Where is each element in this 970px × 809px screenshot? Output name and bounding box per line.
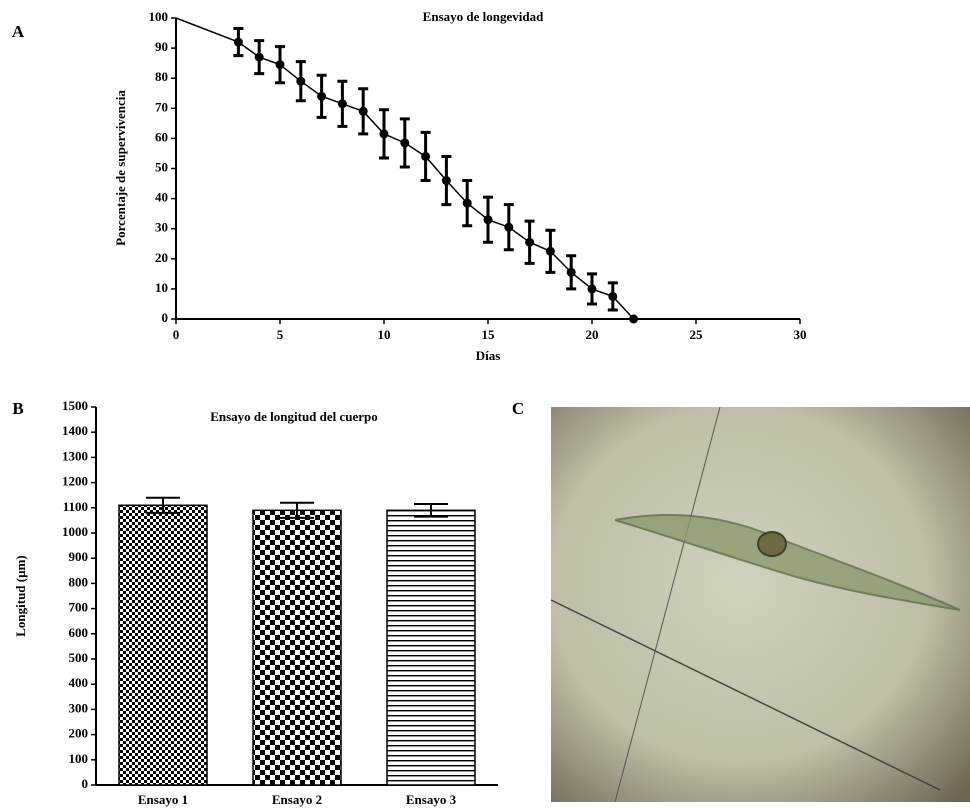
- y-tick-label: 300: [69, 700, 89, 715]
- y-tick-label: 600: [69, 625, 89, 640]
- y-tick-label: 90: [155, 39, 168, 54]
- y-tick-label: 80: [155, 69, 168, 84]
- y-tick-label: 700: [69, 600, 89, 615]
- data-point: [483, 215, 493, 225]
- y-tick-label: 200: [69, 726, 89, 741]
- data-point: [587, 284, 597, 294]
- x-tick-label: 15: [482, 327, 496, 342]
- data-point: [358, 106, 368, 116]
- chart-title: Ensayo de longevidad: [423, 9, 544, 24]
- y-tick-label: 50: [155, 159, 168, 174]
- y-tick-label: 1000: [62, 524, 88, 539]
- x-tick-label: Ensayo 2: [272, 792, 322, 807]
- data-point: [337, 99, 347, 109]
- data-point: [421, 151, 431, 161]
- y-tick-label: 1300: [62, 448, 88, 463]
- chart-title: Ensayo de longitud del cuerpo: [210, 409, 378, 424]
- y-tick-label: 10: [155, 280, 168, 295]
- y-tick-label: 800: [69, 574, 89, 589]
- panel-label: C: [512, 399, 524, 418]
- error-bar: [414, 503, 448, 518]
- x-tick-label: 0: [173, 327, 180, 342]
- y-tick-label: 100: [69, 751, 89, 766]
- y-tick-label: 900: [69, 549, 89, 564]
- bar: [252, 509, 342, 786]
- y-tick-label: 70: [155, 99, 168, 114]
- panel-label: A: [12, 22, 25, 41]
- bar: [386, 509, 476, 786]
- x-axis-label: Días: [476, 348, 501, 363]
- y-tick-label: 0: [162, 310, 169, 325]
- micrograph: [550, 406, 970, 803]
- x-tick-label: 20: [586, 327, 599, 342]
- data-point: [275, 60, 285, 70]
- y-tick-label: 1400: [62, 423, 88, 438]
- data-point: [629, 314, 639, 324]
- x-tick-label: 25: [690, 327, 704, 342]
- error-bar: [146, 496, 180, 514]
- y-tick-label: 40: [155, 190, 168, 205]
- y-tick-label: 1500: [62, 398, 88, 413]
- x-tick-label: 5: [277, 327, 284, 342]
- y-tick-label: 100: [149, 9, 169, 24]
- y-tick-label: 30: [155, 220, 168, 235]
- series-line: [175, 17, 635, 320]
- error-bar: [280, 501, 314, 519]
- x-tick-label: 10: [378, 327, 391, 342]
- data-point: [296, 76, 306, 86]
- y-tick-label: 20: [155, 250, 168, 265]
- data-point: [504, 222, 514, 232]
- data-point: [400, 138, 410, 148]
- data-point: [379, 129, 389, 139]
- y-tick-label: 60: [155, 129, 168, 144]
- data-point: [545, 246, 555, 256]
- data-point: [462, 198, 472, 208]
- data-point: [608, 291, 618, 301]
- y-tick-label: 500: [69, 650, 89, 665]
- y-tick-label: 400: [69, 675, 89, 690]
- y-tick-label: 1200: [62, 474, 88, 489]
- data-point: [254, 52, 264, 62]
- data-point: [566, 267, 576, 277]
- x-tick-label: Ensayo 3: [406, 792, 457, 807]
- y-tick-label: 1100: [63, 499, 88, 514]
- y-tick-label: 0: [82, 776, 89, 791]
- data-point: [317, 91, 327, 101]
- x-tick-label: 30: [794, 327, 807, 342]
- y-axis-label: Porcentaje de supervivencia: [113, 90, 128, 246]
- data-point: [525, 237, 535, 247]
- x-tick-label: Ensayo 1: [138, 792, 188, 807]
- data-point: [441, 176, 451, 186]
- y-axis-label: Longitud (µm): [13, 555, 28, 637]
- bar: [118, 504, 208, 786]
- data-point: [233, 37, 243, 47]
- panel-label: B: [12, 399, 23, 418]
